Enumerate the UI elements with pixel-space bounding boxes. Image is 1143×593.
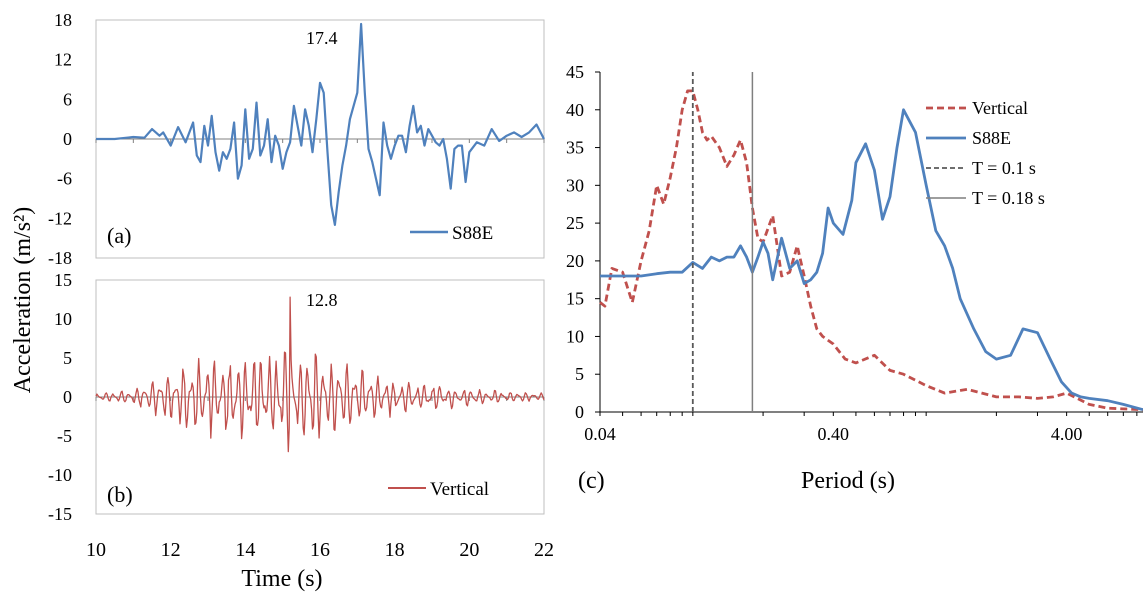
panel-c-xtick-label: 4.00 bbox=[1051, 424, 1083, 444]
panel-a-ytick-label: 18 bbox=[54, 10, 72, 30]
panel-b-ytick-label: 5 bbox=[63, 348, 72, 368]
panel-c-ytick-label: 10 bbox=[566, 326, 584, 346]
panel-b-xtick-label: 22 bbox=[534, 539, 554, 561]
panel-b-xlabel: Time (s) bbox=[241, 566, 322, 592]
panel-b-xtick-label: 10 bbox=[86, 539, 106, 561]
panel-c-xlabel: Period (s) bbox=[801, 468, 895, 494]
panel-b-peak-annotation: 12.8 bbox=[306, 290, 338, 310]
legend-label-t01: T = 0.1 s bbox=[972, 158, 1036, 178]
panel-a-ytick-label: 6 bbox=[63, 89, 72, 109]
panel-b: 15 10 5 0 -5 -10 -15 10 12 14 16 18 20 22 (b) 12.8 Ve… bbox=[48, 270, 554, 592]
legend-label-vertical: Vertical bbox=[972, 98, 1028, 118]
panel-c-ytick-label: 15 bbox=[566, 289, 584, 309]
panel-b-ytick-label: -10 bbox=[48, 465, 72, 485]
panel-b-xtick-label: 18 bbox=[385, 539, 405, 561]
panel-c-ticks: 0 5 10 15 20 25 30 35 40 45 0.04 0.40 4.00 bbox=[566, 62, 1138, 444]
panel-b-ytick-label: 10 bbox=[54, 309, 72, 329]
panel-b-xtick-label: 12 bbox=[161, 539, 181, 561]
panel-c-ytick-label: 35 bbox=[566, 138, 584, 158]
panel-b-xtick-label: 16 bbox=[310, 539, 330, 561]
panel-b-ytick-label: 15 bbox=[54, 270, 72, 290]
shared-ylabel: Acceleration (m/s²) bbox=[10, 207, 36, 393]
panel-c-ytick-label: 0 bbox=[575, 402, 584, 422]
panel-a-ytick-label: 0 bbox=[63, 129, 72, 149]
panel-b-label: (b) bbox=[107, 482, 133, 507]
panel-c-ytick-label: 25 bbox=[566, 213, 584, 233]
panel-b-ytick-label: 0 bbox=[63, 387, 72, 407]
panel-b-xtick-label: 14 bbox=[235, 539, 255, 561]
panel-a-series-s88e bbox=[96, 22, 545, 226]
panel-c-series-vertical bbox=[599, 89, 1143, 412]
panel-c-ytick-label: 40 bbox=[566, 100, 584, 120]
panel-b-xtick-label: 20 bbox=[459, 539, 479, 561]
panel-c-ytick-label: 30 bbox=[566, 175, 584, 195]
panel-a-ytick-label: -12 bbox=[48, 208, 72, 228]
panel-c: 0 5 10 15 20 25 30 35 40 45 0.04 0.40 4.00 (c) Perio… bbox=[566, 62, 1143, 494]
panel-a-legend-label: S88E bbox=[452, 223, 493, 244]
panel-b-ytick-label: -15 bbox=[48, 504, 72, 524]
panel-a-label: (a) bbox=[107, 223, 131, 248]
panel-c-series-s88e bbox=[600, 108, 1143, 412]
panel-a-ytick-label: -18 bbox=[48, 248, 72, 268]
panel-b-series-vertical bbox=[95, 296, 545, 453]
legend-label-t018: T = 0.18 s bbox=[972, 188, 1045, 208]
panel-c-ytick-label: 5 bbox=[575, 364, 584, 384]
panel-a-ytick-label: -6 bbox=[57, 169, 72, 189]
panel-b-ticks: 15 10 5 0 -5 -10 -15 10 12 14 16 18 20 22 bbox=[48, 270, 554, 561]
panel-a: 18 12 6 0 -6 -12 -18 (a) 17.4 S88E bbox=[48, 10, 545, 268]
panel-c-label: (c) bbox=[578, 468, 605, 494]
panel-a-ytick-label: 12 bbox=[54, 50, 72, 70]
panel-b-legend-label: Vertical bbox=[430, 479, 489, 500]
panel-b-ytick-label: -5 bbox=[57, 426, 72, 446]
panel-c-legend: Vertical S88E T = 0.1 s T = 0.18 s bbox=[926, 98, 1045, 208]
panel-c-ytick-label: 45 bbox=[566, 62, 584, 82]
panel-a-peak-annotation: 17.4 bbox=[306, 28, 338, 48]
panel-c-xtick-label: 0.40 bbox=[818, 424, 850, 444]
panel-a-ticks: 18 12 6 0 -6 -12 -18 bbox=[48, 10, 545, 268]
legend-label-s88e: S88E bbox=[972, 128, 1011, 148]
panel-c-ytick-label: 20 bbox=[566, 251, 584, 271]
panel-c-xtick-label: 0.04 bbox=[584, 424, 616, 444]
panel-c-series bbox=[599, 72, 1143, 412]
